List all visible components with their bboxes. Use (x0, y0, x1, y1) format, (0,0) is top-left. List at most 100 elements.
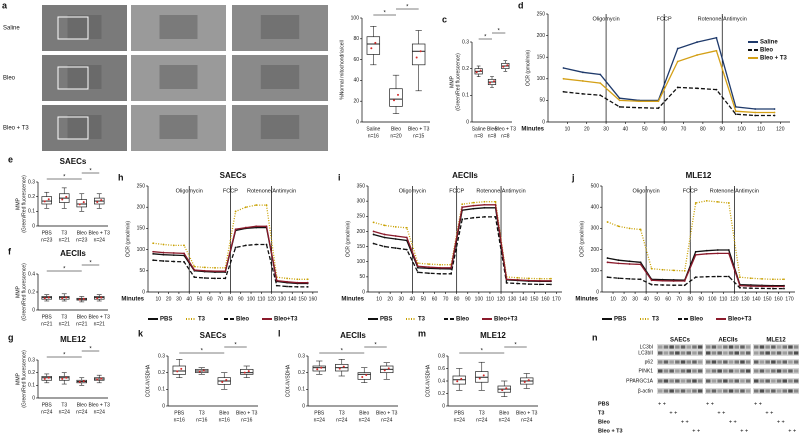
blot-band (776, 369, 782, 373)
y-tick-label: 0 (142, 289, 145, 295)
blot-band (754, 360, 759, 364)
blot-band (717, 351, 722, 355)
x-tick-label: 120 (730, 296, 739, 302)
point (176, 370, 179, 373)
x-tick-label: Bleo + T3 (89, 230, 111, 236)
chart-title: SAECs (200, 331, 227, 340)
point (772, 278, 774, 281)
x-axis-label: Minutes (121, 297, 144, 303)
y-tick-label: 0.3 (462, 39, 469, 45)
blot-band (759, 389, 765, 393)
y-tick-label: 0.4 (438, 378, 445, 384)
panel-letter: c (442, 14, 447, 24)
injection-label: Oligomycin (633, 188, 660, 194)
micrograph-texture (260, 15, 300, 39)
point (275, 279, 278, 282)
blot-band (788, 369, 793, 373)
blot-band (706, 360, 711, 364)
blot-band (759, 351, 765, 355)
y-tick-label: 0.2 (298, 370, 305, 376)
point (244, 206, 247, 209)
point (493, 80, 495, 83)
blot-band (771, 351, 776, 355)
point (716, 249, 719, 251)
point (538, 279, 541, 282)
x-tick-label: 30 (632, 296, 638, 302)
band-label: β-actin (638, 388, 653, 394)
blot-band (680, 351, 686, 355)
point (599, 94, 602, 97)
blot-band (717, 369, 722, 373)
point (738, 286, 741, 289)
box (366, 36, 381, 55)
blot-band (723, 345, 728, 349)
blot-band (680, 389, 686, 393)
point (244, 226, 247, 229)
blot-band (658, 379, 663, 383)
y-tick-label: 0 (466, 119, 469, 125)
blot-band (788, 389, 793, 393)
x-tick-label: 160 (541, 296, 550, 302)
sig-label: * (514, 343, 517, 349)
box (357, 372, 371, 380)
x-tick-label: 120 (267, 296, 276, 302)
blot-band (793, 379, 799, 383)
y-tick-label: 0.1 (462, 93, 469, 99)
y-tick-label: 60 (353, 57, 359, 63)
x-tick-label: Bleo (219, 410, 229, 416)
sig-label: * (234, 343, 237, 349)
chart-title: AECIIs (60, 249, 86, 258)
blot-band (745, 345, 751, 349)
point (516, 276, 519, 279)
y-tick-label: 100 (537, 76, 546, 82)
blot-band (765, 369, 770, 373)
panel-letter: l (278, 328, 281, 338)
point (100, 377, 103, 380)
x-tick-label: 90 (719, 126, 725, 132)
point (82, 201, 85, 204)
panel-letter: a (2, 0, 8, 10)
n-label: n=23 (76, 237, 87, 243)
point (193, 265, 196, 268)
point (286, 280, 288, 283)
injection-label: FCCP (657, 16, 672, 22)
point (306, 286, 309, 288)
series-line (607, 200, 784, 280)
point (397, 93, 399, 96)
point (606, 276, 609, 279)
blot-group: AECIIs (718, 338, 738, 344)
point (715, 36, 718, 39)
blot-band (740, 389, 745, 393)
point (650, 279, 653, 282)
x-tick-label: 80 (228, 296, 234, 302)
x-axis-label: Minutes (341, 297, 364, 303)
chart-title: AECIIs (340, 331, 366, 340)
blot-band (745, 360, 751, 364)
point (773, 111, 776, 114)
blot-band (771, 360, 776, 364)
blot-band (669, 389, 674, 393)
blot-band (680, 379, 686, 383)
y-tick-label: 50 (359, 274, 365, 280)
point (393, 99, 395, 102)
injection-label: Oligomycin (399, 188, 426, 194)
point (494, 203, 497, 206)
point (501, 389, 504, 392)
blot-band (675, 360, 680, 364)
blot-band (686, 360, 691, 364)
y-tick-label: 0 (32, 223, 35, 229)
point (65, 376, 68, 379)
micrograph-texture (67, 15, 102, 39)
point (683, 269, 686, 272)
blot-band (697, 345, 703, 349)
panel-letter: j (571, 172, 575, 182)
x-tick-label: 150 (530, 296, 539, 302)
point (738, 276, 741, 279)
blot-strip (753, 368, 799, 374)
point (772, 287, 774, 290)
panel-letter: n (592, 332, 598, 342)
point (383, 233, 386, 236)
point (661, 284, 664, 286)
point (761, 277, 763, 280)
n-label: n=8 (474, 133, 483, 139)
